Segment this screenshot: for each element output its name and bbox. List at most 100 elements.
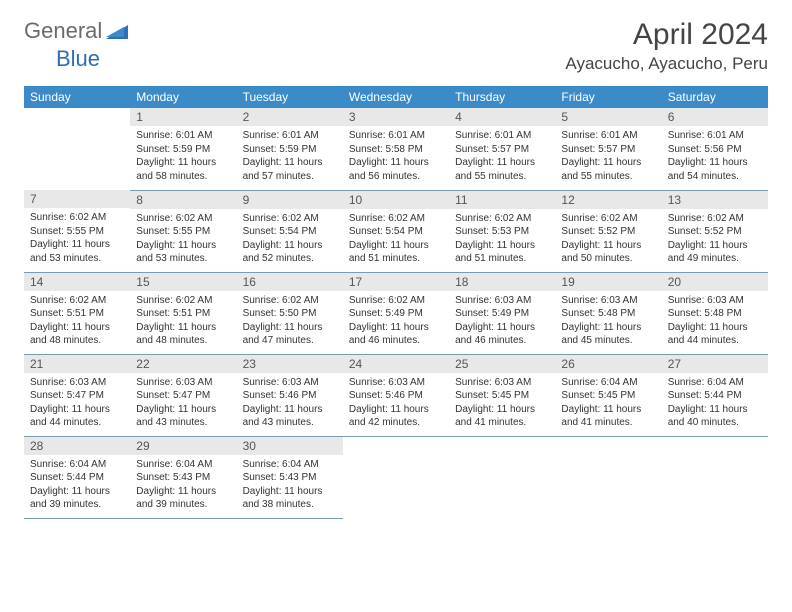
calendar-day-cell: 13Sunrise: 6:02 AMSunset: 5:52 PMDayligh… [662, 190, 768, 272]
calendar-day-cell: 6Sunrise: 6:01 AMSunset: 5:56 PMDaylight… [662, 108, 768, 190]
calendar-day-cell: 19Sunrise: 6:03 AMSunset: 5:48 PMDayligh… [555, 272, 661, 354]
day-number: 9 [237, 191, 343, 209]
day-number: 18 [449, 273, 555, 291]
calendar-day-cell: 11Sunrise: 6:02 AMSunset: 5:53 PMDayligh… [449, 190, 555, 272]
day-data: Sunrise: 6:03 AMSunset: 5:47 PMDaylight:… [130, 373, 236, 436]
calendar-day-cell: 9Sunrise: 6:02 AMSunset: 5:54 PMDaylight… [237, 190, 343, 272]
day-number: 14 [24, 273, 130, 291]
calendar-week-row: 14Sunrise: 6:02 AMSunset: 5:51 PMDayligh… [24, 272, 768, 354]
day-data: Sunrise: 6:01 AMSunset: 5:59 PMDaylight:… [130, 126, 236, 189]
day-number: 13 [662, 191, 768, 209]
calendar-day-cell: 16Sunrise: 6:02 AMSunset: 5:50 PMDayligh… [237, 272, 343, 354]
day-number: 16 [237, 273, 343, 291]
day-number: 20 [662, 273, 768, 291]
day-data: Sunrise: 6:02 AMSunset: 5:52 PMDaylight:… [662, 209, 768, 272]
day-data: Sunrise: 6:03 AMSunset: 5:47 PMDaylight:… [24, 373, 130, 436]
day-data: Sunrise: 6:01 AMSunset: 5:56 PMDaylight:… [662, 126, 768, 189]
day-data: Sunrise: 6:02 AMSunset: 5:55 PMDaylight:… [24, 208, 130, 271]
weekday-header: Tuesday [237, 86, 343, 108]
calendar-day-cell: 21Sunrise: 6:03 AMSunset: 5:47 PMDayligh… [24, 354, 130, 436]
weekday-header: Wednesday [343, 86, 449, 108]
day-number: 4 [449, 108, 555, 126]
day-data: Sunrise: 6:02 AMSunset: 5:53 PMDaylight:… [449, 209, 555, 272]
day-data: Sunrise: 6:02 AMSunset: 5:51 PMDaylight:… [24, 291, 130, 354]
calendar-day-cell: 4Sunrise: 6:01 AMSunset: 5:57 PMDaylight… [449, 108, 555, 190]
calendar-day-cell: 5Sunrise: 6:01 AMSunset: 5:57 PMDaylight… [555, 108, 661, 190]
weekday-header: Thursday [449, 86, 555, 108]
calendar-day-cell: 12Sunrise: 6:02 AMSunset: 5:52 PMDayligh… [555, 190, 661, 272]
day-number: 21 [24, 355, 130, 373]
day-data: Sunrise: 6:04 AMSunset: 5:45 PMDaylight:… [555, 373, 661, 436]
day-number: 11 [449, 191, 555, 209]
day-data: Sunrise: 6:04 AMSunset: 5:44 PMDaylight:… [24, 455, 130, 518]
calendar-day-cell [449, 436, 555, 518]
calendar-day-cell: 1Sunrise: 6:01 AMSunset: 5:59 PMDaylight… [130, 108, 236, 190]
day-data: Sunrise: 6:04 AMSunset: 5:43 PMDaylight:… [237, 455, 343, 518]
day-number: 22 [130, 355, 236, 373]
weekday-header: Friday [555, 86, 661, 108]
calendar-day-cell: 18Sunrise: 6:03 AMSunset: 5:49 PMDayligh… [449, 272, 555, 354]
logo-text-blue: Blue [56, 46, 100, 72]
day-number: 30 [237, 437, 343, 455]
calendar-day-cell: 27Sunrise: 6:04 AMSunset: 5:44 PMDayligh… [662, 354, 768, 436]
title-block: April 2024 Ayacucho, Ayacucho, Peru [565, 18, 768, 74]
logo-triangle-icon [106, 23, 128, 39]
day-number: 3 [343, 108, 449, 126]
calendar-day-cell: 28Sunrise: 6:04 AMSunset: 5:44 PMDayligh… [24, 436, 130, 518]
day-number: 1 [130, 108, 236, 126]
day-data: Sunrise: 6:01 AMSunset: 5:58 PMDaylight:… [343, 126, 449, 189]
day-number: 8 [130, 191, 236, 209]
calendar-day-cell: 8Sunrise: 6:02 AMSunset: 5:55 PMDaylight… [130, 190, 236, 272]
calendar-day-cell: 2Sunrise: 6:01 AMSunset: 5:59 PMDaylight… [237, 108, 343, 190]
calendar-day-cell: 22Sunrise: 6:03 AMSunset: 5:47 PMDayligh… [130, 354, 236, 436]
calendar-header-row: SundayMondayTuesdayWednesdayThursdayFrid… [24, 86, 768, 108]
day-number: 12 [555, 191, 661, 209]
day-number: 28 [24, 437, 130, 455]
calendar-body: 1Sunrise: 6:01 AMSunset: 5:59 PMDaylight… [24, 108, 768, 518]
calendar-week-row: 28Sunrise: 6:04 AMSunset: 5:44 PMDayligh… [24, 436, 768, 518]
day-number: 29 [130, 437, 236, 455]
calendar-day-cell: 26Sunrise: 6:04 AMSunset: 5:45 PMDayligh… [555, 354, 661, 436]
day-number: 6 [662, 108, 768, 126]
day-number: 26 [555, 355, 661, 373]
day-data: Sunrise: 6:02 AMSunset: 5:54 PMDaylight:… [237, 209, 343, 272]
weekday-header: Sunday [24, 86, 130, 108]
day-number: 25 [449, 355, 555, 373]
day-data: Sunrise: 6:02 AMSunset: 5:50 PMDaylight:… [237, 291, 343, 354]
calendar-day-cell: 14Sunrise: 6:02 AMSunset: 5:51 PMDayligh… [24, 272, 130, 354]
day-data: Sunrise: 6:04 AMSunset: 5:44 PMDaylight:… [662, 373, 768, 436]
day-data: Sunrise: 6:02 AMSunset: 5:51 PMDaylight:… [130, 291, 236, 354]
day-number: 23 [237, 355, 343, 373]
location-text: Ayacucho, Ayacucho, Peru [565, 54, 768, 74]
day-data: Sunrise: 6:02 AMSunset: 5:55 PMDaylight:… [130, 209, 236, 272]
day-number: 5 [555, 108, 661, 126]
day-data: Sunrise: 6:03 AMSunset: 5:45 PMDaylight:… [449, 373, 555, 436]
calendar-day-cell: 30Sunrise: 6:04 AMSunset: 5:43 PMDayligh… [237, 436, 343, 518]
calendar-day-cell: 3Sunrise: 6:01 AMSunset: 5:58 PMDaylight… [343, 108, 449, 190]
calendar-day-cell: 23Sunrise: 6:03 AMSunset: 5:46 PMDayligh… [237, 354, 343, 436]
day-data: Sunrise: 6:02 AMSunset: 5:52 PMDaylight:… [555, 209, 661, 272]
day-number: 10 [343, 191, 449, 209]
day-number: 7 [24, 190, 130, 208]
day-data: Sunrise: 6:03 AMSunset: 5:46 PMDaylight:… [343, 373, 449, 436]
day-data: Sunrise: 6:03 AMSunset: 5:48 PMDaylight:… [662, 291, 768, 354]
day-number: 24 [343, 355, 449, 373]
day-data: Sunrise: 6:04 AMSunset: 5:43 PMDaylight:… [130, 455, 236, 518]
calendar-day-cell [555, 436, 661, 518]
logo-text-general: General [24, 18, 102, 44]
day-data: Sunrise: 6:02 AMSunset: 5:49 PMDaylight:… [343, 291, 449, 354]
day-data: Sunrise: 6:01 AMSunset: 5:59 PMDaylight:… [237, 126, 343, 189]
calendar-day-cell: 10Sunrise: 6:02 AMSunset: 5:54 PMDayligh… [343, 190, 449, 272]
calendar-week-row: 21Sunrise: 6:03 AMSunset: 5:47 PMDayligh… [24, 354, 768, 436]
page-title: April 2024 [565, 18, 768, 52]
day-number: 15 [130, 273, 236, 291]
day-data: Sunrise: 6:01 AMSunset: 5:57 PMDaylight:… [555, 126, 661, 189]
day-data: Sunrise: 6:02 AMSunset: 5:54 PMDaylight:… [343, 209, 449, 272]
weekday-header: Saturday [662, 86, 768, 108]
day-number: 27 [662, 355, 768, 373]
day-data: Sunrise: 6:03 AMSunset: 5:48 PMDaylight:… [555, 291, 661, 354]
calendar-day-cell: 29Sunrise: 6:04 AMSunset: 5:43 PMDayligh… [130, 436, 236, 518]
day-number: 2 [237, 108, 343, 126]
calendar-day-cell: 17Sunrise: 6:02 AMSunset: 5:49 PMDayligh… [343, 272, 449, 354]
header: General Blue April 2024 Ayacucho, Ayacuc… [24, 18, 768, 74]
